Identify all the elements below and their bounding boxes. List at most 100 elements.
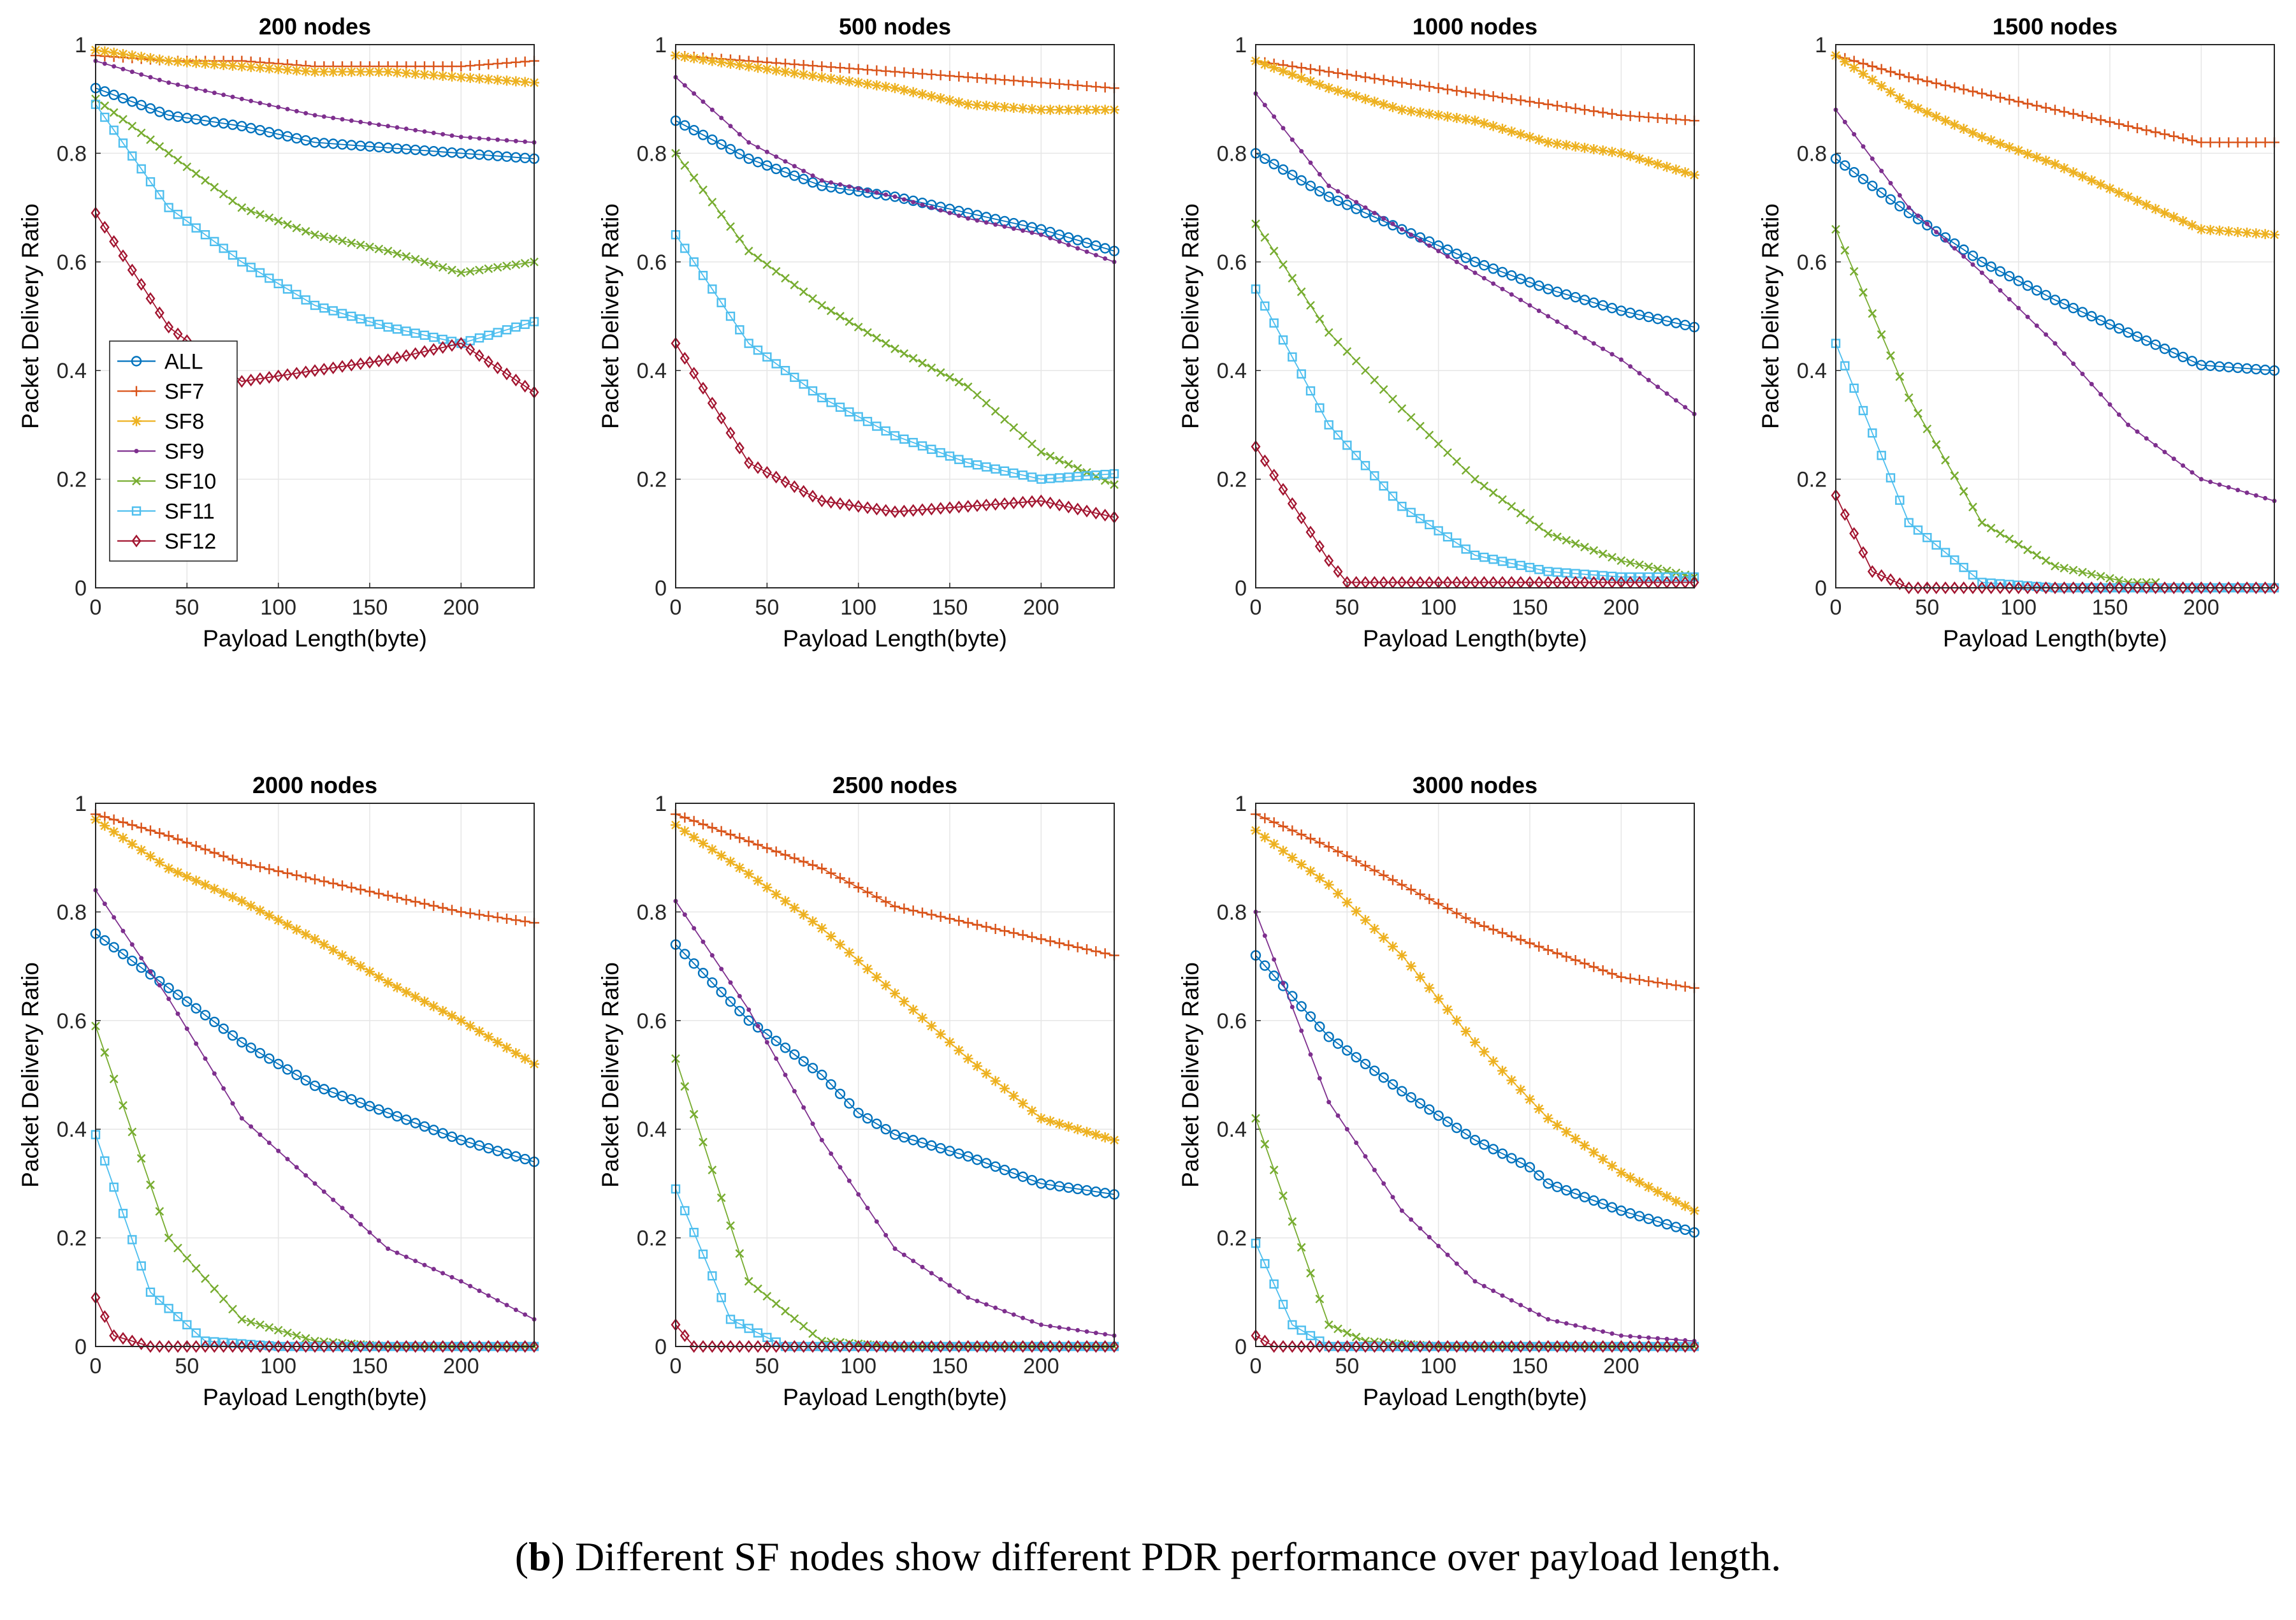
y-tick-label: 0.2 [637,468,667,492]
data-point [1360,94,1370,105]
data-point [936,448,945,458]
y-tick-label: 0.2 [1217,468,1247,492]
data-point [1342,897,1353,908]
data-point [364,1100,375,1112]
data-point [401,1340,411,1353]
data-point [2151,581,2161,594]
data-point [807,177,818,188]
data-point [1653,1340,1663,1353]
data-point [871,891,882,902]
data-point [1434,526,1443,536]
data-point [1524,1162,1536,1173]
data-point [1027,1106,1037,1116]
data-point [808,490,818,503]
series-all [670,939,1120,1200]
x-axis-label: Payload Length(byte) [1363,1384,1587,1410]
data-point [1840,361,1850,370]
data-point [1507,502,1516,511]
data-point [392,982,402,993]
data-point [1470,917,1480,928]
data-point [1378,870,1389,880]
data-point [2104,319,2116,330]
data-point [1036,934,1047,944]
data-point [689,173,699,182]
data-point [129,69,134,75]
data-point [127,121,137,131]
data-point [310,934,320,944]
data-point [347,311,356,321]
data-point [1472,270,1478,275]
data-point [1009,468,1019,478]
data-point [1858,546,1868,559]
series-line [95,933,535,1163]
data-point [753,875,763,886]
data-point [734,833,745,843]
data-point [1354,200,1359,205]
y-tick-label: 0.8 [57,900,87,924]
data-point [100,112,110,122]
data-point [2181,463,2186,468]
data-point [1561,289,1572,300]
data-point [972,919,982,930]
data-point [1858,58,1868,69]
data-point [219,1294,228,1304]
data-point [981,100,992,111]
data-point [982,398,991,408]
data-point [1063,232,1074,243]
data-point [1324,1340,1334,1353]
x-tick-label: 0 [670,595,682,620]
data-point [301,295,310,305]
data-point [819,178,824,183]
data-point [817,393,827,402]
data-point [1903,99,1914,110]
data-point [689,1109,699,1119]
data-point [1570,1134,1581,1144]
data-point [1406,78,1416,89]
data-point [246,1317,256,1327]
data-point [1922,76,1933,87]
data-point [971,1154,983,1165]
chart-title: 1000 nodes [1413,13,1537,40]
data-point [862,501,873,514]
data-point [762,260,772,269]
data-point [981,921,992,932]
x-tick-label: 100 [1420,595,1457,620]
data-point [1506,1340,1516,1353]
data-point [817,863,827,874]
data-point [1840,507,1850,521]
data-point [1388,941,1398,952]
data-point [854,323,863,332]
data-point [376,122,381,128]
data-point [1333,888,1343,899]
data-point [2016,305,2021,310]
data-point [707,977,718,988]
y-tick-label: 1 [655,792,667,816]
data-point [1002,1309,1007,1314]
data-point [1381,216,1386,221]
data-point [2105,581,2115,594]
data-point [511,915,521,926]
data-point [484,330,493,340]
data-point [474,59,484,70]
data-point [2114,323,2125,334]
data-point [1397,879,1407,890]
data-point [374,1340,384,1353]
data-point [1315,314,1325,324]
data-point [1370,376,1379,384]
data-point [1064,460,1073,469]
data-point [1509,1298,1514,1303]
data-point [237,203,247,212]
data-point [2217,482,2222,487]
data-point [746,140,752,145]
data-point [2077,307,2088,317]
data-point [1425,520,1434,530]
data-point [1260,153,1270,164]
data-point [1637,1334,1642,1339]
data-point [975,1299,980,1304]
data-point [1497,92,1508,103]
data-point [2162,449,2167,455]
data-point [701,939,706,944]
data-point [2068,303,2079,314]
data-point [2244,490,2249,495]
